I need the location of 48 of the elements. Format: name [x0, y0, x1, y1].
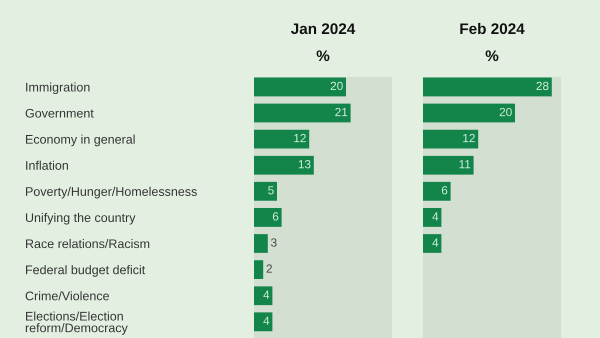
data-label: 4: [263, 290, 270, 299]
bar: [423, 208, 442, 227]
bar: [254, 130, 310, 149]
y-tick-label: Economy in general: [26, 134, 135, 146]
data-label: 11: [459, 160, 470, 168]
data-label: 3: [271, 238, 277, 247]
data-label: 21: [335, 108, 348, 116]
data-label: 28: [536, 82, 549, 90]
y-tick-label: Federal budget deficit: [26, 265, 146, 277]
bar: [254, 208, 282, 227]
bar: [423, 78, 552, 96]
bar: [423, 156, 474, 175]
data-label: 12: [463, 134, 475, 142]
bar: [423, 104, 515, 122]
bar: [423, 234, 442, 253]
bar: [423, 182, 451, 201]
chart-title: Jan 2024: [290, 23, 356, 34]
data-label: 6: [442, 186, 448, 194]
data-label: 5: [268, 186, 274, 194]
data-label: 4: [432, 238, 438, 247]
bar: [423, 130, 478, 149]
bar: [254, 104, 351, 122]
y-tick-label: Poverty/Hunger/Homelessness: [26, 186, 197, 198]
y-tick-label: Race relations/Racism: [26, 238, 150, 248]
y-tick-label: Inflation: [26, 160, 68, 170]
data-label: 20: [500, 108, 512, 116]
y-tick-label: Immigration: [26, 82, 90, 94]
bar: [254, 312, 272, 332]
y-tick-label: Elections/Election reform/Democracy: [26, 311, 128, 335]
y-tick-label: Unifying the country: [26, 212, 136, 225]
bar: [254, 260, 264, 280]
bar: [254, 156, 314, 175]
bar: [254, 234, 268, 253]
bar: [254, 286, 272, 306]
data-label: 13: [298, 160, 311, 168]
chart-subtitle: %: [486, 50, 498, 62]
y-tick-label: Government: [26, 108, 94, 118]
y-tick-label: Crime/Violence: [26, 291, 109, 300]
bar: [254, 182, 277, 201]
data-label: 20: [330, 82, 343, 90]
data-label: 12: [294, 134, 306, 142]
data-label: 4: [263, 316, 270, 325]
data-label: 2: [266, 264, 272, 273]
chart-title: Feb 2024: [460, 22, 525, 34]
bar: [254, 78, 346, 96]
data-label: 4: [432, 212, 438, 220]
data-label: 6: [272, 212, 278, 221]
chart-subtitle: %: [316, 50, 330, 62]
